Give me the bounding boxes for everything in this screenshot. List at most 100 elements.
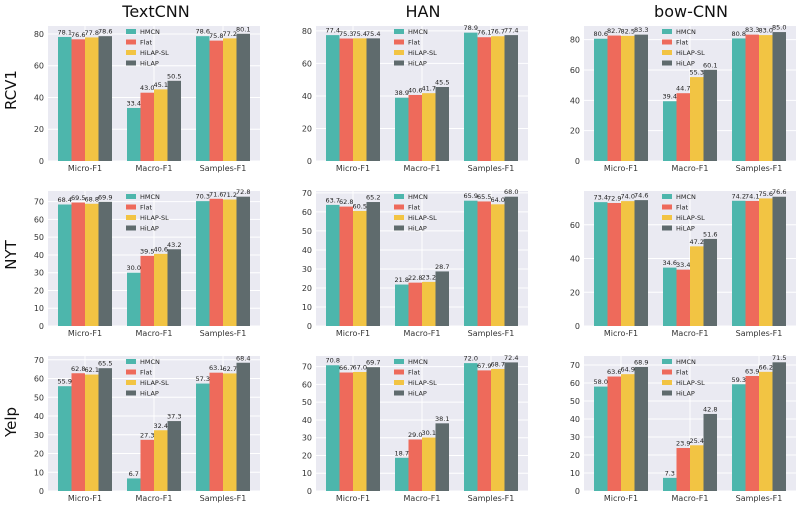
bar-flat-samples-f1 <box>209 40 223 161</box>
legend-swatch-hilap-sl <box>394 215 404 220</box>
y-tick-label: 40 <box>302 246 312 255</box>
data-label: 66.7 <box>339 364 353 372</box>
data-label: 76.6 <box>71 31 85 39</box>
bar-hmcn-macro-f1 <box>663 477 677 491</box>
y-tick-label: 20 <box>570 127 580 136</box>
legend-swatch-hmcn <box>662 359 672 364</box>
bar-hilap-micro-f1 <box>98 36 112 162</box>
data-label: 39.5 <box>140 247 154 255</box>
chart-panel-2-2: 01020304050607063.721.865.962.822.865.56… <box>302 188 528 338</box>
data-label: 77.8 <box>85 29 99 37</box>
data-label: 43.2 <box>167 241 181 249</box>
bar-hilap-sl-samples-f1 <box>491 36 505 161</box>
data-label: 80.1 <box>236 25 250 33</box>
bar-hilap-sl-micro-f1 <box>85 203 99 326</box>
data-label: 41.7 <box>422 85 436 93</box>
legend-label-hilap: HiLAP <box>408 60 427 68</box>
x-tick-label: Micro-F1 <box>68 494 102 503</box>
data-label: 72.4 <box>504 354 518 362</box>
data-label: 69.9 <box>98 193 112 201</box>
data-label: 29.0 <box>408 431 422 439</box>
data-label: 39.4 <box>663 93 677 101</box>
data-label: 28.7 <box>435 263 449 271</box>
y-tick-label: 20 <box>302 451 312 460</box>
legend-swatch-hilap <box>126 225 136 231</box>
y-tick-label: 0 <box>307 322 312 331</box>
legend: HMCN Flat HiLAP-SL HiLAP <box>394 358 437 398</box>
legend-label-flat: Flat <box>408 39 421 47</box>
data-label: 59.3 <box>732 376 746 384</box>
bar-flat-micro-f1 <box>71 39 85 162</box>
legend-swatch-flat <box>662 369 672 375</box>
x-tick-label: Micro-F1 <box>604 494 638 503</box>
data-label: 83.3 <box>634 26 648 34</box>
y-tick-label: 80 <box>302 27 312 36</box>
legend: HMCN Flat HiLAP-SL HiLAP <box>126 193 169 233</box>
bar-hilap-sl-samples-f1 <box>491 368 505 491</box>
legend: HMCN Flat HiLAP-SL HiLAP <box>126 28 169 68</box>
bar-flat-samples-f1 <box>209 372 223 491</box>
data-label: 83.0 <box>759 27 773 35</box>
bar-hmcn-macro-f1 <box>395 284 409 326</box>
data-label: 50.5 <box>167 72 181 80</box>
legend-label-flat: Flat <box>140 39 153 47</box>
data-label: 82.5 <box>621 27 635 35</box>
x-tick-label: Macro-F1 <box>404 164 441 173</box>
bar-hilap-sl-macro-f1 <box>690 246 704 326</box>
legend-swatch-hmcn <box>126 359 136 364</box>
y-tick-label: 10 <box>34 468 44 477</box>
bar-hmcn-micro-f1 <box>326 35 340 162</box>
legend-label-hilap-sl: HiLAP-SL <box>140 49 169 57</box>
chart-panel-1-2: 0 20 40 60 80 77.4 38.9 78.9 75.3 40.6 76.1 75.4 41.… <box>302 24 528 173</box>
data-label: 40.6 <box>154 245 168 253</box>
bar-hmcn-macro-f1 <box>127 107 141 161</box>
data-label: 62.8 <box>339 198 353 206</box>
y-tick-label: 0 <box>575 157 580 166</box>
x-tick-label: Macro-F1 <box>404 494 441 503</box>
legend-label-hilap: HiLAP <box>676 60 695 68</box>
bar-hilap-sl-samples-f1 <box>223 373 237 491</box>
data-label: 85.0 <box>772 24 786 32</box>
bar-hilap-sl-samples-f1 <box>223 199 237 326</box>
legend-swatch-hmcn <box>126 194 136 199</box>
y-tick-label: 0 <box>39 322 44 331</box>
chart-panel-1-3: 02040608080.639.480.882.744.783.382.555.… <box>570 24 796 173</box>
bar-hmcn-macro-f1 <box>395 97 409 161</box>
x-tick-label: Samples-F1 <box>736 164 783 173</box>
data-label: 42.8 <box>703 405 717 413</box>
data-label: 63.1 <box>209 364 223 372</box>
y-tick-label: 60 <box>570 379 580 388</box>
data-label: 34.6 <box>663 259 677 267</box>
x-tick-label: Micro-F1 <box>604 329 638 338</box>
legend-label-hmcn: HMCN <box>676 28 696 36</box>
data-label: 69.5 <box>71 194 85 202</box>
bar-hmcn-micro-f1 <box>594 386 608 491</box>
bar-hmcn-samples-f1 <box>196 383 210 491</box>
y-tick-label: 40 <box>34 412 44 421</box>
y-tick-label: 70 <box>34 356 44 365</box>
data-label: 58.0 <box>594 378 608 386</box>
legend-swatch-hilap-sl <box>394 380 404 385</box>
x-tick-label: Samples-F1 <box>468 329 515 338</box>
bar-flat-macro-f1 <box>676 447 690 491</box>
legend-label-hilap-sl: HiLAP-SL <box>140 214 169 222</box>
y-tick-label: 20 <box>302 284 312 293</box>
bar-hilap-samples-f1 <box>504 196 518 326</box>
bar-hilap-samples-f1 <box>772 32 786 162</box>
legend-swatch-hilap <box>126 60 136 66</box>
y-tick-label: 80 <box>570 36 580 45</box>
data-label: 72.8 <box>236 188 250 196</box>
bar-hmcn-macro-f1 <box>127 478 141 491</box>
data-label: 37.3 <box>167 413 181 421</box>
y-tick-label: 50 <box>302 398 312 407</box>
bar-hilap-sl-samples-f1 <box>759 371 773 491</box>
data-label: 76.1 <box>477 29 491 37</box>
bar-hilap-micro-f1 <box>98 368 112 491</box>
bar-hilap-sl-micro-f1 <box>621 35 635 161</box>
legend-swatch-hilap <box>394 60 404 66</box>
legend-label-hilap-sl: HiLAP-SL <box>676 379 705 387</box>
legend-label-flat: Flat <box>140 204 153 212</box>
data-label: 69.7 <box>366 359 380 367</box>
chart-panel-3-3: 0 10 20 30 40 50 60 70 58.0 7.3 59.3 63.6 23.9 63.9 64… <box>570 354 796 503</box>
data-label: 64.9 <box>621 366 635 374</box>
